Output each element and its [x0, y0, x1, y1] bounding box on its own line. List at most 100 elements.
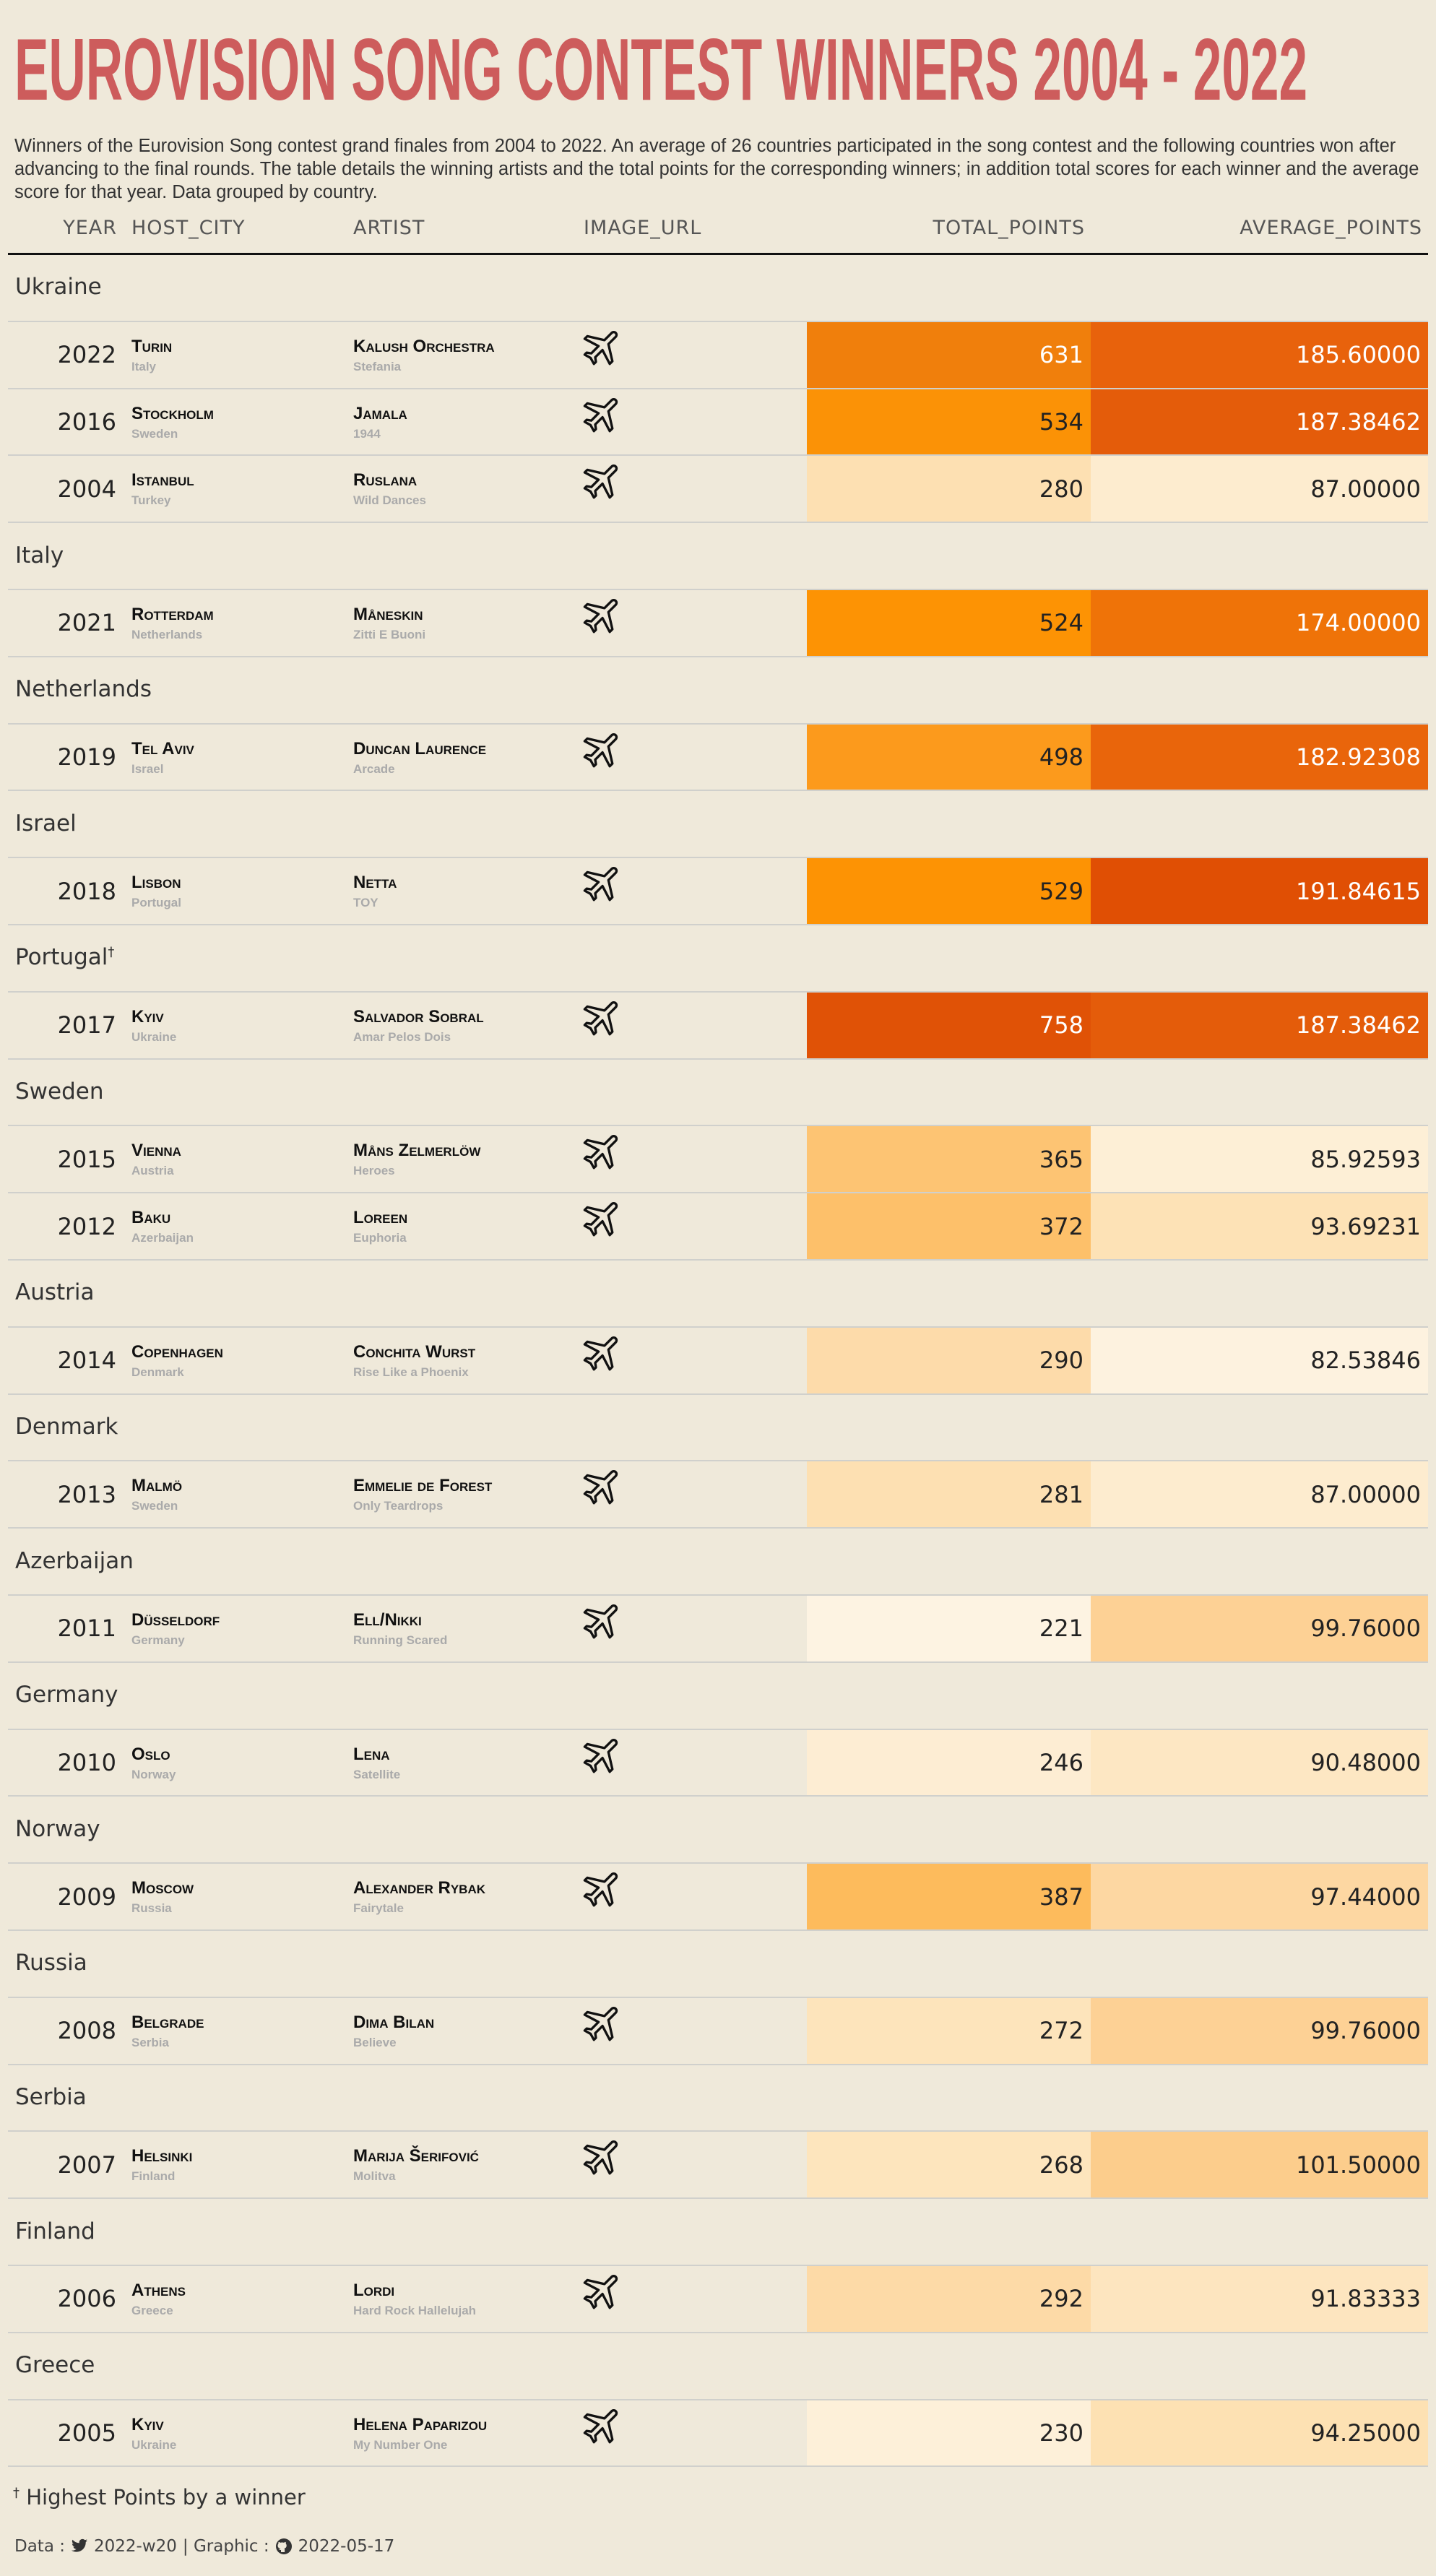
data-row: 2013 Malmö Sweden Emmelie de Forest Only Tea… [8, 1461, 1428, 1529]
group-row: Denmark [8, 1395, 1428, 1462]
artist: Ruslana [353, 470, 418, 490]
host-country: Finland [131, 2169, 176, 2184]
title-box: EUROVISION SONG CONTEST WINNERS 2004 - 2… [14, 20, 1307, 108]
average-points: 85.92593 [1310, 1145, 1421, 1173]
host-city: Kyiv [131, 1006, 164, 1026]
total-points-cell: 365 [807, 1126, 1091, 1193]
data-row: 2008 Belgrade Serbia Dima Bilan Believe 272 99… [8, 1997, 1428, 2065]
average-points-cell: 99.76000 [1091, 1997, 1428, 2064]
artist: Alexander Rybak [353, 1878, 486, 1898]
year: 2018 [57, 877, 116, 905]
artist: Måneskin [353, 605, 423, 624]
song: Stefania [353, 359, 402, 373]
plane-icon [581, 1464, 626, 1508]
plane-icon [581, 392, 626, 436]
song: Rise Like a Phoenix [353, 1365, 469, 1379]
average-points-cell: 191.84615 [1091, 858, 1428, 924]
group-label: Italy [15, 543, 64, 569]
column-header: AVERAGE_POINTS [1240, 217, 1422, 239]
group-name: Austria [15, 1279, 95, 1306]
plane-icon [581, 2000, 626, 2045]
artist: Conchita Wurst [353, 1341, 476, 1362]
average-points: 187.38462 [1295, 407, 1421, 436]
average-points-cell: 82.53846 [1091, 1327, 1428, 1393]
group-name: Ukraine [15, 274, 102, 301]
artist: Jamala [353, 403, 407, 423]
average-points: 90.48000 [1310, 1748, 1421, 1776]
song: Fairytale [353, 1901, 404, 1916]
host-country: Azerbaijan [131, 1231, 194, 1245]
total-points-cell: 524 [807, 590, 1091, 656]
subtitle: Winners of the Eurovision Song contest g… [14, 136, 1419, 202]
total-points-cell: 631 [807, 321, 1091, 388]
host-city: Moscow [131, 1878, 194, 1898]
column-header: TOTAL_POINTS [933, 217, 1085, 239]
plane-icon [581, 592, 626, 637]
total-points: 365 [1039, 1145, 1084, 1173]
average-points: 185.60000 [1295, 341, 1421, 369]
average-points: 101.50000 [1295, 2151, 1421, 2179]
host-country: Portugal [131, 896, 181, 910]
total-points-cell: 758 [807, 992, 1091, 1058]
group-name: Portugal [15, 944, 108, 971]
year: 2005 [57, 2419, 116, 2447]
data-row: 2004 Istanbul Turkey Ruslana Wild Dances 280 8… [8, 456, 1428, 524]
group-row: Portugal† [8, 925, 1428, 993]
plane-icon [581, 2134, 626, 2179]
year: 2008 [57, 2017, 116, 2045]
plane-icon [581, 1330, 626, 1375]
average-points-cell: 87.00000 [1091, 456, 1428, 522]
plane-icon [581, 1128, 626, 1173]
total-points: 372 [1039, 1212, 1084, 1240]
host-city: Belgrade [131, 2012, 204, 2032]
total-points: 524 [1039, 609, 1084, 637]
source-data-label: Data : [14, 2537, 65, 2556]
total-points-cell: 534 [807, 389, 1091, 455]
data-row: 2016 Stockholm Sweden Jamala 1944 534 187.3846… [8, 389, 1428, 457]
total-points-cell: 221 [807, 1596, 1091, 1661]
total-points: 246 [1039, 1748, 1084, 1776]
artist: Dima Bilan [353, 2012, 435, 2032]
song: Zitti E Buoni [353, 628, 426, 641]
group-row: Azerbaijan [8, 1529, 1428, 1596]
data-row: 2005 Kyiv Ukraine Helena Paparizou My Number… [8, 2400, 1428, 2468]
source-graphic-value: 2022-05-17 [298, 2537, 395, 2556]
data-row: 2018 Lisbon Portugal Netta TOY 529 191.84615 [8, 858, 1428, 925]
artist: Lordi [353, 2281, 395, 2300]
plane-icon [581, 458, 626, 503]
group-row: Austria [8, 1261, 1428, 1328]
group-label: Azerbaijan [15, 1548, 134, 1574]
source-graphic-label: | Graphic : [182, 2537, 269, 2556]
year: 2007 [57, 2151, 116, 2179]
plane-icon [581, 2268, 626, 2313]
average-points-cell: 182.92308 [1091, 724, 1428, 790]
artist: Lena [353, 1744, 390, 1764]
data-row: 2007 Helsinki Finland Marija Šerifović Molit… [8, 2132, 1428, 2200]
group-name: Netherlands [15, 676, 152, 703]
group-name: Sweden [15, 1078, 104, 1105]
data-row: 2022 Turin Italy Kalush Orchestra Stefania 63… [8, 321, 1428, 389]
host-city: Düsseldorf [131, 1610, 220, 1630]
total-points: 534 [1039, 407, 1084, 436]
header-rule [8, 253, 1428, 255]
average-points-cell: 87.00000 [1091, 1461, 1428, 1528]
song: Wild Dances [353, 493, 426, 508]
group-name: Germany [15, 1682, 118, 1708]
average-points: 99.76000 [1310, 2017, 1421, 2045]
group-row: Norway [8, 1797, 1428, 1864]
song: Heroes [353, 1164, 395, 1178]
year: 2016 [57, 407, 116, 436]
year: 2013 [57, 1480, 116, 1508]
source-data-value: 2022-w20 [93, 2537, 177, 2556]
plane-icon [581, 1866, 626, 1911]
group-name: Israel [15, 810, 77, 837]
data-row: 2019 Tel Aviv Israel Duncan Laurence Arcade 4… [8, 724, 1428, 792]
data-row: 2017 Kyiv Ukraine Salvador Sobral Amar Pelos… [8, 992, 1428, 1060]
total-points: 221 [1039, 1615, 1084, 1643]
host-country: Netherlands [131, 628, 203, 641]
group-name: Finland [15, 2218, 95, 2244]
host-city: Baku [131, 1208, 171, 1228]
group-label: Norway [15, 1816, 100, 1842]
plane-icon [581, 995, 626, 1040]
